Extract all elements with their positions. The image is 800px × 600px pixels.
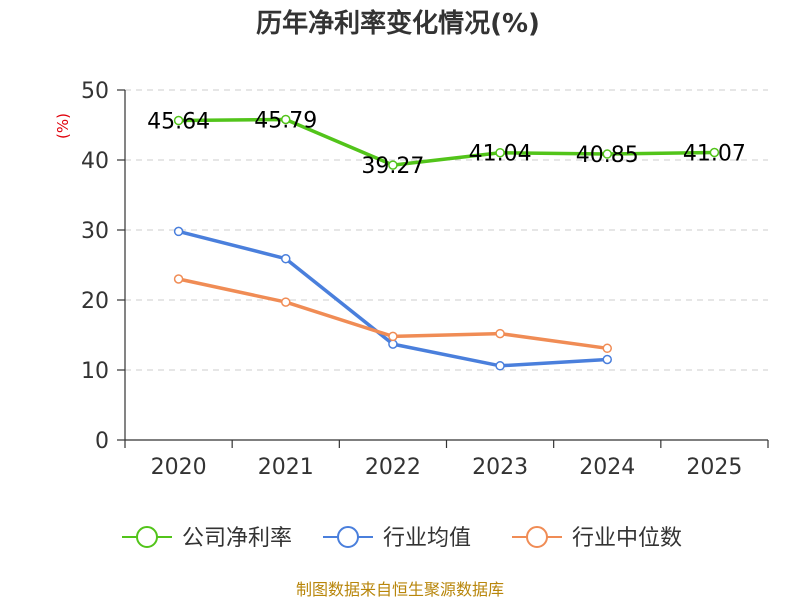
data-label: 41.07 [683, 142, 746, 167]
data-point [602, 149, 612, 159]
data-point [602, 354, 612, 365]
grid-lines [125, 89, 768, 371]
x-tick-label: 2025 [686, 455, 742, 480]
series-lines [173, 114, 720, 371]
data-point [495, 147, 505, 158]
x-tick-label: 2023 [472, 455, 528, 480]
x-tick-label: 2021 [258, 455, 314, 480]
data-labels: 45.64 45.79 39.27 41.04 40.85 41.07 [147, 108, 746, 179]
legend-item[interactable]: 行业中位数 [512, 526, 682, 551]
data-point [281, 297, 291, 307]
legend[interactable]: 公司净利率 行业均值 行业中位数 [122, 526, 682, 551]
y-tick-label: 50 [81, 79, 109, 104]
data-point [173, 226, 184, 237]
y-tick-label: 20 [81, 289, 109, 314]
data-label: 45.79 [254, 108, 317, 133]
series-line-0 [176, 117, 717, 167]
data-point [173, 115, 184, 126]
legend-item[interactable]: 行业均值 [323, 526, 471, 551]
axes: 0 10 20 30 40 50 2020 2021 2022 2023 2024 2025 [81, 79, 769, 480]
data-point [388, 160, 398, 170]
x-tick-label: 2024 [579, 455, 635, 480]
y-tick-label: 30 [81, 219, 109, 244]
data-point [388, 339, 398, 349]
legend-item[interactable]: 公司净利率 [122, 526, 292, 551]
data-point [281, 114, 291, 125]
data-point [709, 147, 720, 158]
x-tick-label: 2022 [365, 455, 421, 480]
x-tick-label: 2020 [151, 455, 207, 480]
legend-marker [337, 526, 359, 548]
data-label: 41.04 [469, 142, 532, 167]
legend-label: 行业中位数 [572, 526, 682, 551]
y-tick-label: 40 [81, 149, 109, 174]
data-label: 45.64 [147, 110, 210, 135]
y-axis-label: (%) [54, 113, 72, 139]
legend-marker [136, 526, 158, 548]
data-label: 40.85 [576, 143, 639, 168]
data-point [388, 331, 398, 342]
data-point [495, 361, 505, 371]
legend-marker [526, 526, 548, 548]
y-tick-label: 10 [81, 359, 109, 384]
data-point [281, 253, 291, 264]
data-point [173, 274, 184, 284]
legend-label: 公司净利率 [182, 526, 292, 551]
data-point [602, 343, 612, 354]
chart-title: 历年净利率变化情况(%) [256, 8, 540, 39]
legend-label: 行业均值 [383, 526, 471, 551]
data-source-note: 制图数据来自恒生聚源数据库 [296, 580, 504, 599]
data-label: 39.27 [361, 154, 424, 179]
data-point [495, 328, 505, 339]
y-tick-label: 0 [95, 429, 109, 454]
